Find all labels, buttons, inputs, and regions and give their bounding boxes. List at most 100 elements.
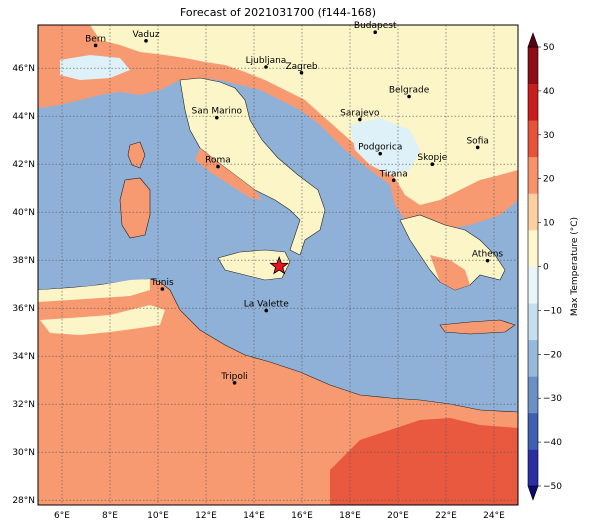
city-label: Athens [472,250,503,260]
city-dot [216,164,220,169]
city-label: Belgrade [389,86,430,96]
city-label: Tripoli [220,372,248,382]
city-dot [391,178,396,183]
lon-tick-label: 20°E [387,511,409,521]
cool-zone-tunisia-coast [40,305,165,335]
city-dot [378,151,383,156]
lat-tick-label: 34°N [12,352,35,362]
city-label: Podgorica [358,143,402,153]
colorbar-tick-label: −30 [543,394,562,404]
lon-tick-label: 22°E [435,511,457,521]
colorbar-tick-label: 20 [543,175,555,185]
city-dot [430,162,435,166]
city-dot [475,145,480,150]
lat-tick-label: 30°N [12,448,35,458]
city-label: Skopje [417,153,447,163]
colorbar-segment [528,339,538,377]
city-label: Budapest [354,21,397,31]
city-label: Roma [205,156,231,166]
city-label: Vaduz [132,30,159,40]
cool-zone-tunisia [38,279,150,302]
city-dot [232,381,237,385]
lon-tick-label: 18°E [339,511,361,521]
colorbar-min-extend [527,485,539,501]
city-label: Tirana [379,169,408,179]
colorbar-segment [528,266,538,304]
lon-tick-label: 24°E [483,511,505,521]
city-dot [407,94,411,99]
city-dot [264,65,268,69]
lon-tick-label: 8°E [102,511,118,521]
city-dot [160,287,165,291]
city-label: Zagreb [285,62,317,72]
city-label: Bern [85,34,106,44]
city-dot [144,39,148,43]
colorbar-segment [528,412,538,450]
greece-warm-coast [430,255,470,290]
cold-zone-alps [60,55,130,80]
lon-tick-label: 10°E [147,511,169,521]
map-gridlines [38,25,518,505]
colorbar-segment [528,120,538,158]
colorbar-tick-label: 30 [543,131,555,141]
greece-land [399,214,506,291]
colorbar-segment [528,303,538,341]
lat-tick-label: 40°N [12,208,35,218]
colorbar-segment [528,47,538,84]
colorbar-label: Max Temperature (°C) [570,217,580,316]
star-marker[interactable] [269,256,289,275]
colorbar-tick-label: −10 [543,306,562,316]
lon-tick-label: 14°E [243,511,265,521]
sicily-land [217,249,291,281]
colorbar-segment [528,193,538,231]
colorbar-segment [528,83,538,121]
cold-zone-balkans [350,118,420,175]
city-dot [485,258,490,263]
latitude-ticks: 46°N 44°N 42°N 40°N 38°N 36°N 34°N 32°N 30°N 28°N [12,64,35,506]
colorbar-tick-label: 10 [543,219,555,229]
sardinia-land [119,177,151,239]
city-dot [299,70,304,75]
lon-tick-label: 12°E [195,511,217,521]
colorbar-max-extend [527,32,539,48]
colorbar-tick-label: 40 [543,87,555,97]
lat-tick-label: 44°N [12,112,35,122]
colorbar-segment [528,449,538,487]
lat-tick-label: 28°N [12,496,35,506]
lat-tick-label: 36°N [12,304,35,314]
city-dot [215,115,219,120]
colorbar-tick-label: 50 [543,43,555,53]
lat-tick-label: 32°N [12,400,35,410]
city-label: Tunis [150,278,174,288]
colorbar-tick-label: −40 [543,438,562,448]
map-title: Forecast of 2021031700 (f144-168) [179,6,377,19]
city-dot [93,43,98,48]
city-label: Sarajevo [340,109,380,119]
hot-zone-egypt [440,450,518,505]
crete-land [439,319,516,335]
colorbar-tick-label: 0 [543,263,549,273]
colorbar-segment [528,156,538,194]
lat-tick-label: 42°N [12,160,35,170]
city-label: Sofia [466,136,488,146]
lon-tick-label: 6°E [54,511,70,521]
map-frame [37,24,519,506]
italy-warm-coast [195,148,262,200]
city-label: La Valette [244,300,289,310]
colorbar-tick-label: −20 [543,350,562,360]
lon-tick-label: 16°E [291,511,313,521]
colorbar-segment [528,229,538,267]
city-dot [373,30,378,34]
city-dot [264,308,269,313]
city-dot [358,117,362,122]
city-label: San Marino [192,107,243,117]
city-label: Ljubljana [246,56,287,66]
corsica-land [127,141,146,169]
colorbar: 50 40 30 20 10 0 −10 −20 −30 −40 −50 Max Temperatur… [527,32,580,501]
longitude-ticks: 6°E 8°E 10°E 12°E 14°E 16°E 18°E 20°E 22°E 24°E [54,511,505,521]
colorbar-segment [528,376,538,414]
colorbar-tick-label: −50 [543,482,562,492]
lat-tick-label: 46°N [12,64,35,74]
